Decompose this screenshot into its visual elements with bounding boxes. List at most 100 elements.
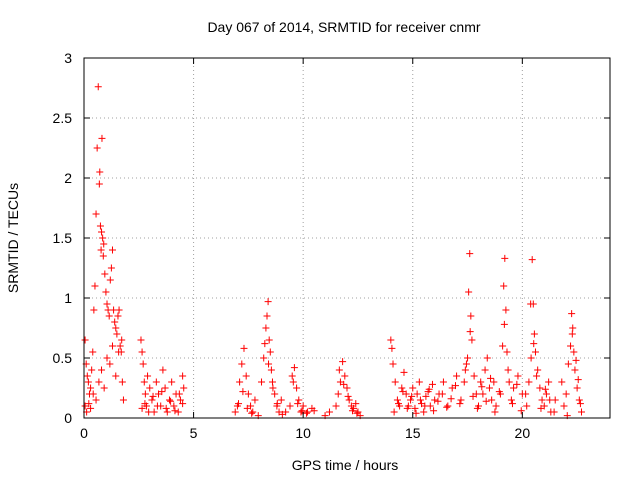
- x-tick-label: 10: [295, 425, 311, 441]
- data-point: [341, 372, 349, 380]
- data-point: [495, 388, 503, 396]
- data-point: [95, 378, 103, 386]
- data-point: [146, 384, 154, 392]
- data-point: [343, 384, 351, 392]
- y-tick-label: 3: [64, 50, 72, 66]
- data-point: [295, 396, 303, 404]
- data-point: [231, 408, 239, 416]
- data-point: [249, 408, 257, 416]
- data-point: [87, 404, 95, 412]
- data-point: [88, 366, 96, 374]
- data-point: [260, 354, 268, 362]
- data-point: [400, 368, 408, 376]
- data-point: [112, 324, 120, 332]
- data-point: [267, 366, 275, 374]
- data-point: [538, 396, 546, 404]
- data-point: [462, 360, 470, 368]
- data-point: [398, 384, 406, 392]
- data-point: [251, 396, 259, 404]
- data-point: [179, 372, 187, 380]
- data-point: [510, 384, 518, 392]
- data-point: [334, 390, 342, 398]
- data-point: [94, 83, 102, 91]
- data-point: [568, 330, 576, 338]
- data-point: [420, 408, 428, 416]
- data-point: [92, 396, 100, 404]
- data-point: [388, 344, 396, 352]
- data-point: [115, 306, 123, 314]
- data-point: [390, 408, 398, 416]
- x-tick-label: 15: [405, 425, 421, 441]
- data-point: [141, 400, 149, 408]
- data-point: [271, 390, 279, 398]
- data-point: [403, 404, 411, 412]
- data-point: [491, 408, 499, 416]
- data-point: [278, 410, 286, 418]
- data-point: [171, 407, 179, 415]
- data-point: [96, 168, 104, 176]
- y-tick-label: 0: [64, 410, 72, 426]
- data-point: [352, 400, 360, 408]
- data-point: [545, 378, 553, 386]
- data-point: [269, 384, 277, 392]
- data-point: [395, 400, 403, 408]
- data-point: [118, 378, 126, 386]
- data-point: [466, 250, 474, 258]
- data-point: [490, 378, 498, 386]
- data-point: [576, 400, 584, 408]
- data-point: [289, 378, 297, 386]
- data-point: [438, 390, 446, 398]
- data-point: [95, 180, 103, 188]
- data-point: [298, 407, 306, 415]
- data-point: [167, 397, 175, 405]
- data-point: [430, 407, 438, 415]
- data-point: [542, 390, 550, 398]
- data-point: [570, 348, 578, 356]
- data-point: [84, 378, 92, 386]
- data-point: [286, 402, 294, 410]
- y-tick-label: 2: [64, 170, 72, 186]
- data-point: [148, 396, 156, 404]
- data-point: [235, 400, 243, 408]
- data-point: [409, 384, 417, 392]
- data-point: [85, 400, 93, 408]
- data-point: [478, 383, 486, 391]
- data-point: [264, 298, 272, 306]
- data-point: [428, 380, 436, 388]
- data-point: [239, 388, 247, 396]
- data-point: [407, 396, 415, 404]
- data-point: [81, 402, 89, 410]
- data-point: [310, 407, 318, 415]
- data-point: [434, 397, 442, 405]
- data-point: [568, 310, 576, 318]
- data-point: [153, 402, 161, 410]
- data-point: [488, 396, 496, 404]
- data-point: [180, 384, 188, 392]
- data-point: [102, 288, 110, 296]
- data-point: [522, 390, 530, 398]
- data-point: [569, 324, 577, 332]
- data-point: [144, 372, 152, 380]
- data-point: [517, 407, 525, 415]
- data-point: [411, 404, 419, 412]
- data-point: [416, 396, 424, 404]
- data-point: [261, 340, 269, 348]
- data-point: [294, 400, 302, 408]
- data-point: [482, 397, 490, 405]
- data-point: [236, 378, 244, 386]
- data-point: [461, 366, 469, 374]
- data-point: [243, 404, 251, 412]
- data-point: [468, 336, 476, 344]
- data-point: [514, 372, 522, 380]
- x-axis-label: GPS time / hours: [292, 457, 399, 473]
- data-point: [106, 360, 114, 368]
- data-point: [534, 366, 542, 374]
- data-point: [263, 312, 271, 320]
- data-point: [537, 404, 545, 412]
- data-point: [103, 300, 111, 308]
- data-point: [477, 378, 485, 386]
- data-point: [391, 378, 399, 386]
- data-point: [564, 360, 572, 368]
- data-point: [179, 400, 187, 408]
- data-point: [339, 358, 347, 366]
